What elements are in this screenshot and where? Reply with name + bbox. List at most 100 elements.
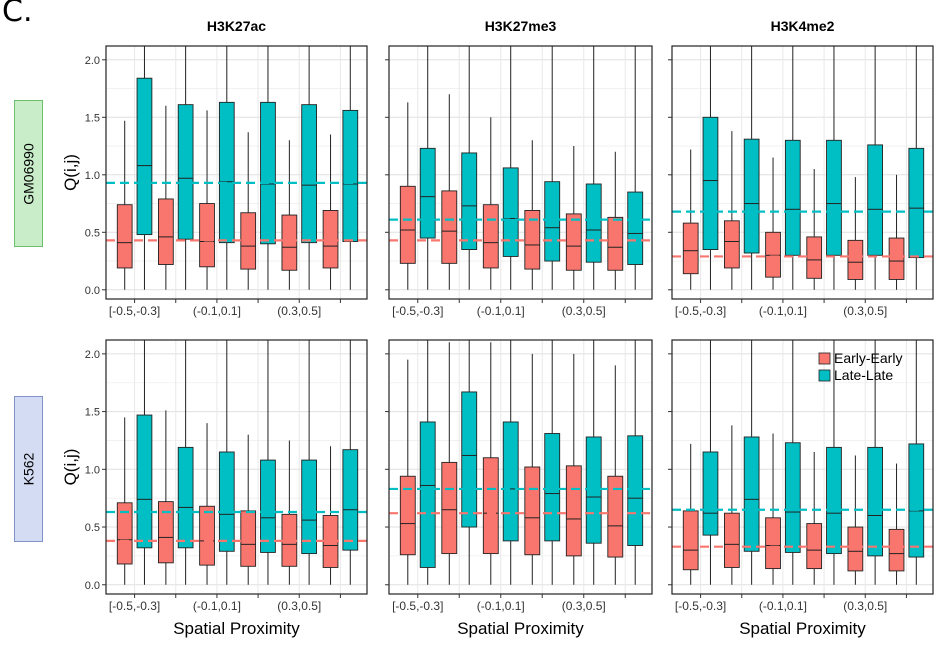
box-body [585,436,602,544]
late-late-box-4 [585,340,602,585]
box-body [908,443,925,558]
box-body [682,222,699,275]
box-body [260,459,276,553]
x-tick-label: (0.3,0.5] [562,304,606,318]
box-body [342,449,359,551]
early-early-box-3 [524,140,541,290]
panel-border [388,45,653,300]
late-late-box-3 [260,46,276,290]
x-axis-label: Spatial Proximity [173,619,300,638]
box-body [177,104,194,240]
late-late-box-1 [461,340,478,585]
box-body [702,116,719,251]
box-body [322,209,339,269]
early-early-box-1 [724,425,740,585]
early-early-box-4 [847,177,864,290]
box-body [544,181,561,262]
early-early-box-0 [399,102,416,290]
late-late-box-4 [301,46,317,290]
box-body [177,446,194,549]
box-body [682,510,699,571]
late-late-box-0 [136,46,153,290]
panel-plot-area [389,46,652,299]
box-body [419,421,436,568]
box-body [461,391,478,528]
panel-border [388,339,653,595]
late-late-box-2 [784,46,801,290]
x-tick-label: [-0.5,-0.3] [109,599,160,613]
late-late-box-2 [502,340,519,585]
x-tick-label: (0.3,0.5] [843,304,887,318]
late-late-box-0 [419,46,436,290]
box-body [399,475,416,556]
x-tick-label: [-0.5,-0.3] [392,599,443,613]
x-axis-label: Spatial Proximity [739,619,866,638]
chart-panel-5: [-0.5,-0.3] (-0.1,0.1] (0.3,0.5] Spatial Pr… [668,339,934,638]
box-body [158,198,174,265]
late-late-box-5 [342,46,359,290]
early-early-box-0 [399,359,416,585]
early-early-box-5 [888,463,905,585]
late-late-box-3 [260,340,276,585]
late-late-box-0 [702,340,719,585]
early-early-box-5 [888,174,905,290]
panel-title: H3K27ac [207,18,266,34]
y-tick-label: 1.0 [85,170,100,182]
early-early-box-2 [199,423,215,585]
box-body [502,421,519,542]
box-body [867,446,883,557]
late-late-box-1 [461,46,478,290]
late-late-box-5 [627,46,644,290]
box-body [826,139,842,256]
y-tick-label: 1.5 [85,407,100,419]
box-body [441,190,458,264]
early-early-box-2 [199,110,215,290]
panel-border [671,45,934,300]
x-tick-label: (0.3,0.5] [843,599,887,613]
box-body [482,204,499,269]
x-tick-label: [-0.5,-0.3] [109,304,160,318]
box-body [301,104,317,244]
early-early-box-5 [607,365,624,585]
box-body [765,231,781,278]
panel-plot-area [106,46,367,299]
x-tick-label: (-0.1,0.1] [193,599,241,613]
late-late-box-5 [627,340,644,585]
y-tick-label: 2.0 [85,349,100,361]
box-body [627,191,644,265]
x-tick-label: (0.3,0.5] [277,599,321,613]
late-late-box-3 [826,340,842,585]
x-tick-label: (-0.1,0.1] [759,304,807,318]
x-tick-label: [-0.5,-0.3] [675,599,726,613]
x-tick-label: [-0.5,-0.3] [392,304,443,318]
row-label-k562: K562 [14,396,43,542]
box-body [218,451,235,552]
box-body [743,138,760,254]
early-early-box-4 [565,146,582,290]
panel-title: H3K4me2 [771,18,835,34]
late-late-box-5 [908,46,925,290]
y-axis-label: Q(i,j) [61,449,80,486]
x-tick-label: (0.3,0.5] [562,599,606,613]
chart-panel-2: [-0.5,-0.3] (-0.1,0.1] (0.3,0.5] H3K4me2 [668,18,934,318]
panel-border [105,339,368,595]
panel-title: H3K27me3 [485,18,557,34]
y-tick-label: 0.5 [85,522,100,534]
x-tick-label: (-0.1,0.1] [759,599,807,613]
early-early-box-4 [847,455,864,585]
early-early-box-5 [322,134,339,290]
box-body [441,461,458,555]
box-body [565,465,582,557]
legend-swatch [818,369,831,382]
box-body [826,446,842,555]
x-tick-label: (-0.1,0.1] [193,304,241,318]
early-early-box-3 [240,434,257,585]
box-body [702,451,719,536]
legend-label: Late-Late [834,367,893,383]
x-tick-label: [-0.5,-0.3] [675,304,726,318]
row-label-gm06990: GM06990 [14,100,43,247]
late-late-box-1 [743,46,760,290]
box-body [199,203,215,268]
box-body [524,466,541,556]
late-late-box-3 [826,46,842,290]
